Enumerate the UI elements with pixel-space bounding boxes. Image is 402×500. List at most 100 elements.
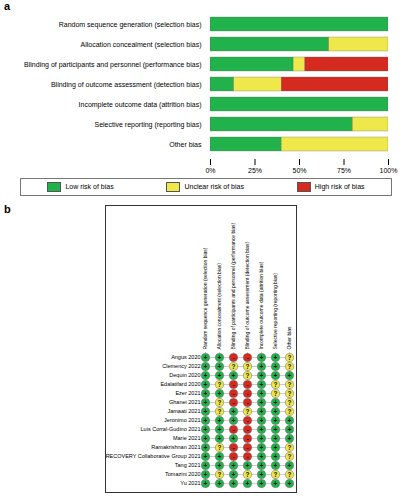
svg-text:?: ? [246,408,250,415]
svg-text:?: ? [274,381,278,388]
svg-text:+: + [260,462,264,469]
svg-text:?: ? [288,408,292,415]
svg-text:Incomplete outcome data (attri: Incomplete outcome data (attrition bias) [258,261,264,349]
svg-text:+: + [218,435,222,442]
svg-text:?: ? [218,381,222,388]
svg-text:Marie 2021: Marie 2021 [173,435,201,441]
svg-text:Incomplete outcome data (attri: Incomplete outcome data (attrition bias) [79,101,202,109]
svg-text:+: + [274,480,278,487]
svg-text:+: + [204,381,208,388]
svg-text:Blinding of participants and p: Blinding of participants and personnel (… [24,61,201,69]
svg-text:+: + [274,372,278,379]
svg-text:-: - [246,381,248,388]
svg-text:+: + [260,471,264,478]
svg-text:-: - [232,453,234,460]
svg-text:+: + [204,399,208,406]
svg-text:+: + [260,435,264,442]
svg-text:?: ? [232,363,236,370]
svg-text:+: + [204,372,208,379]
svg-text:Clemency 2022: Clemency 2022 [162,363,200,369]
svg-text:Other bias: Other bias [286,326,292,350]
svg-text:+: + [218,390,222,397]
svg-text:Yu 2021: Yu 2021 [180,480,200,486]
svg-text:+: + [204,471,208,478]
svg-text:Jeronimo 2021: Jeronimo 2021 [164,417,200,423]
svg-text:Tomazini 2020: Tomazini 2020 [165,471,200,477]
svg-text:+: + [260,372,264,379]
svg-text:25%: 25% [248,167,262,174]
svg-text:-: - [232,354,234,361]
svg-text:+: + [204,426,208,433]
svg-text:-: - [246,354,248,361]
svg-text:?: ? [288,390,292,397]
svg-text:?: ? [288,399,292,406]
svg-text:?: ? [246,363,250,370]
svg-text:+: + [288,462,292,469]
svg-text:+: + [288,372,292,379]
svg-text:-: - [246,435,248,442]
svg-text:-: - [246,399,248,406]
svg-text:Selective reporting (reporting: Selective reporting (reporting bias) [272,273,278,350]
svg-text:-: - [246,390,248,397]
svg-text:?: ? [288,471,292,478]
svg-text:Random sequence generation (se: Random sequence generation (selection bi… [59,21,202,29]
svg-text:+: + [218,363,222,370]
svg-text:+: + [260,390,264,397]
svg-text:+: + [204,363,208,370]
svg-text:50%: 50% [292,167,306,174]
svg-text:Dequin 2020: Dequin 2020 [169,372,200,378]
svg-text:+: + [274,444,278,451]
svg-text:?: ? [218,399,222,406]
svg-text:?: ? [288,444,292,451]
svg-text:+: + [260,426,264,433]
svg-text:Allocation concealment (select: Allocation concealment (selection bias) [216,263,222,350]
svg-text:+: + [218,354,222,361]
svg-text:75%: 75% [337,167,351,174]
svg-text:Selective reporting (reporting: Selective reporting (reporting bias) [95,121,202,129]
svg-text:Ezer 2021: Ezer 2021 [175,390,200,396]
svg-text:+: + [204,417,208,424]
svg-text:-: - [232,381,234,388]
svg-text:+: + [260,417,264,424]
svg-text:+: + [260,399,264,406]
svg-text:?: ? [218,408,222,415]
svg-text:+: + [218,480,222,487]
svg-text:RECOVERY Collaborative Group 2: RECOVERY Collaborative Group 2021 [106,453,201,459]
svg-text:?: ? [288,381,292,388]
svg-text:+: + [232,435,236,442]
svg-text:Angus 2020: Angus 2020 [171,354,200,360]
svg-text:+: + [260,354,264,361]
svg-text:+: + [260,381,264,388]
svg-text:Blinding of outcome assessment: Blinding of outcome assessment (detectio… [244,242,250,350]
svg-text:+: + [288,435,292,442]
svg-text:+: + [260,363,264,370]
svg-text:Allocation concealment (select: Allocation concealment (selection bias) [80,41,201,49]
svg-text:-: - [232,399,234,406]
svg-text:+: + [260,453,264,460]
svg-text:?: ? [218,444,222,451]
svg-text:+: + [260,408,264,415]
svg-text:Tang 2021: Tang 2021 [175,462,201,468]
svg-text:+: + [274,399,278,406]
svg-text:Blinding of outcome assessment: Blinding of outcome assessment (detectio… [51,81,202,89]
svg-text:+: + [204,480,208,487]
svg-text:+: + [232,462,236,469]
svg-text:-: - [232,390,234,397]
svg-text:?: ? [218,471,222,478]
svg-text:+: + [274,435,278,442]
svg-text:+: + [274,462,278,469]
svg-text:+: + [274,363,278,370]
svg-text:+: + [288,417,292,424]
svg-text:?: ? [274,390,278,397]
svg-text:+: + [246,480,250,487]
svg-text:-: - [246,417,248,424]
svg-text:Luis Corral-Gudino 2021: Luis Corral-Gudino 2021 [141,426,201,432]
svg-text:-: - [232,426,234,433]
svg-text:0%: 0% [205,167,215,174]
svg-text:+: + [232,372,236,379]
svg-text:+: + [260,480,264,487]
svg-text:+: + [218,426,222,433]
svg-text:+: + [232,417,236,424]
svg-text:+: + [274,354,278,361]
svg-text:+: + [274,453,278,460]
